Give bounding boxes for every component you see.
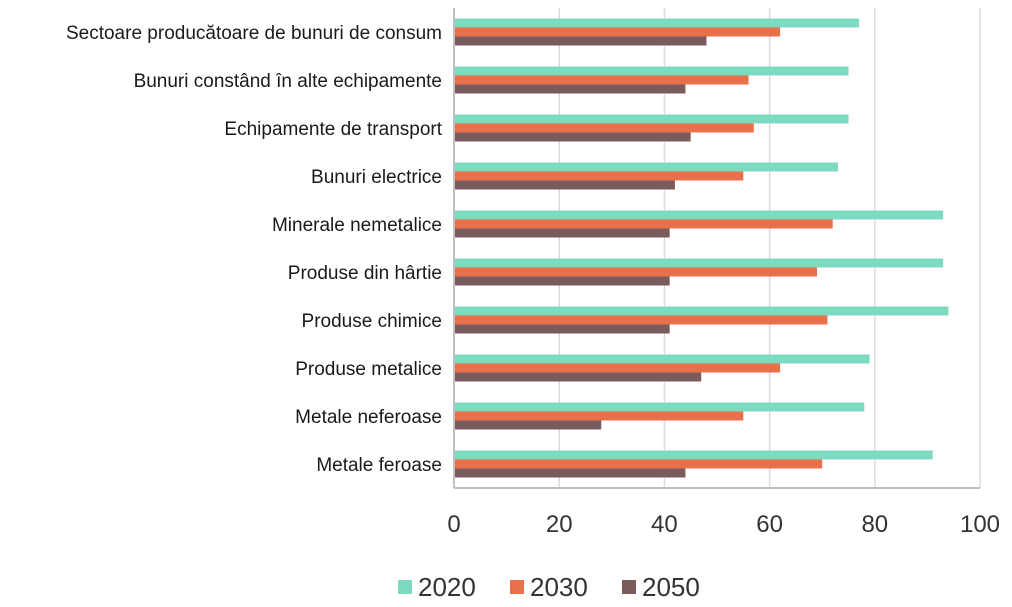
bar-2030 [454,267,817,277]
x-tick-label: 40 [651,511,678,538]
bar-2050 [454,228,670,238]
x-tick-label: 100 [960,511,1000,538]
bar-2050 [454,420,602,430]
bar-2050 [454,372,702,382]
bar-2030 [454,171,744,181]
bar-2030 [454,459,823,469]
bar-2050 [454,180,675,190]
bar-2020 [454,66,849,76]
bar-2020 [454,114,849,124]
category-label: Metale feroase [316,455,442,476]
category-label: Sectoare producătoare de bunuri de consu… [66,23,442,44]
category-label: Produse din hârtie [288,263,442,284]
bar-2030 [454,219,833,229]
category-label: Bunuri electrice [311,167,442,188]
category-label: Minerale nemetalice [272,215,442,236]
legend-label-2020: 2020 [418,572,476,602]
legend-swatch-2020 [398,580,412,594]
legend-swatch-2050 [622,580,636,594]
legend-label-2050: 2050 [642,572,700,602]
category-label: Bunuri constând în alte echipamente [134,71,442,92]
bar-2020 [454,450,933,460]
x-tick-label: 20 [546,511,573,538]
category-label: Produse metalice [295,359,442,380]
x-tick-label: 80 [861,511,888,538]
bar-2050 [454,276,670,286]
bar-2020 [454,354,870,364]
bar-2030 [454,315,828,325]
bar-2030 [454,75,749,85]
bar-2030 [454,411,744,421]
legend-label-2030: 2030 [530,572,588,602]
bar-2050 [454,132,691,142]
bar-2050 [454,468,686,478]
bar-2030 [454,363,781,373]
x-tick-label: 60 [756,511,783,538]
x-tick-label: 0 [447,511,460,538]
bar-2020 [454,162,838,172]
category-labels: Sectoare producătoare de bunuri de consu… [66,23,443,476]
bars [454,18,949,478]
bar-2020 [454,18,860,28]
category-label: Metale neferoase [295,407,442,428]
category-label: Produse chimice [302,311,442,332]
legend-swatch-2030 [510,580,524,594]
bar-2020 [454,258,944,268]
bar-2020 [454,306,949,316]
bar-2030 [454,123,754,133]
bar-2020 [454,402,865,412]
legend: 2020 2030 2050 [398,572,700,602]
bar-2050 [454,84,686,94]
bar-2050 [454,324,670,334]
bar-2050 [454,36,707,46]
category-label: Echipamente de transport [224,119,442,140]
x-tick-labels: 0 20 40 60 80 100 [447,511,1000,538]
bar-2030 [454,27,781,37]
axes [453,8,980,489]
bar-2020 [454,210,944,220]
